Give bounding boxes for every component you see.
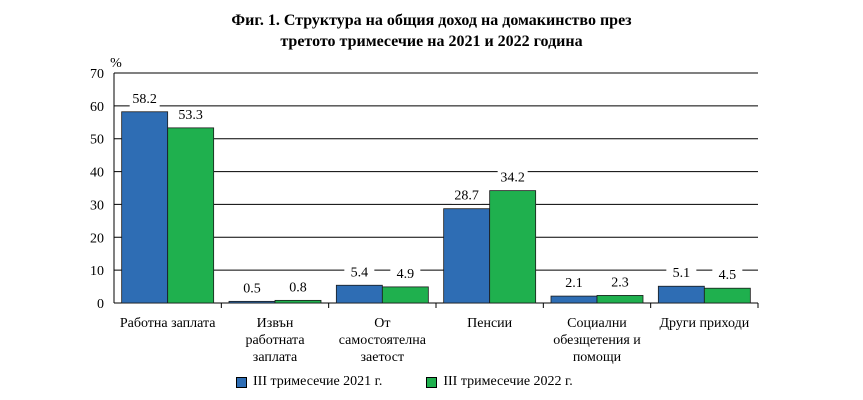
y-tick-label: 70 (90, 67, 104, 82)
legend-label-2022: III тримесечие 2022 г. (443, 374, 573, 389)
bar-2021 (443, 208, 491, 304)
data-label: 2.1 (565, 276, 583, 291)
data-label: 58.2 (132, 92, 157, 107)
y-tick-label: 60 (90, 100, 104, 115)
x-tick-label: самостоятелна (339, 333, 427, 348)
x-tick-label: Работна заплата (120, 316, 216, 331)
data-label: 0.5 (243, 281, 261, 296)
data-label: 0.8 (289, 280, 307, 295)
data-label-background (451, 187, 482, 204)
legend-item-2021: III тримесечие 2021 г. (236, 374, 382, 390)
data-label-background (237, 280, 267, 297)
data-label: 53.3 (178, 108, 203, 123)
bar-2021 (228, 300, 276, 304)
bar-2022 (703, 287, 751, 304)
chart-title-line-1: Фиг. 1. Структура на общия доход на дома… (231, 12, 632, 29)
y-tick-label: 40 (90, 166, 104, 181)
x-tick-label: работната (245, 333, 305, 348)
x-tick-label: Други приходи (659, 316, 749, 331)
data-label-background (712, 267, 743, 284)
x-tick-label: заетост (361, 350, 405, 365)
x-tick-label: Социални (567, 316, 627, 331)
x-tick-label: Извън (257, 316, 294, 331)
data-label: 34.2 (500, 171, 525, 186)
legend-swatch-2022 (426, 376, 438, 388)
data-label-background (283, 279, 313, 296)
x-tick-label: обезщетения и (553, 333, 641, 348)
bar-2022 (381, 286, 429, 304)
data-label: 5.1 (673, 266, 691, 281)
data-label-background (390, 265, 421, 282)
bar-chart: 0 10 20 30 40 50 60 70% 58.2 53.3 Работна заплата 0… (90, 56, 759, 365)
chart-title-line-2: третото тримесечие на 2021 и 2022 година (280, 33, 583, 50)
y-tick-label: 10 (90, 264, 104, 279)
data-label: 4.5 (719, 268, 737, 283)
legend-swatch-2021 (236, 376, 247, 388)
data-label: 5.4 (351, 265, 369, 280)
x-tick-label: заплата (253, 350, 298, 365)
y-tick-label: 0 (97, 297, 104, 312)
legend-item-2022: III тримесечие 2022 г. (426, 374, 573, 390)
bar-2022 (167, 127, 215, 304)
legend-label-2021: III тримесечие 2021 г. (253, 374, 383, 389)
x-tick-label: От (374, 316, 390, 331)
x-tick-label: помощи (573, 350, 622, 365)
data-label-background (666, 265, 697, 282)
data-label: 2.3 (611, 275, 629, 290)
data-label-background (129, 90, 160, 107)
data-label-background (605, 274, 635, 291)
y-tick-label: 50 (90, 133, 104, 148)
data-label-background (559, 275, 589, 292)
y-axis-label: % (110, 56, 122, 71)
bar-2021 (121, 111, 169, 304)
bar-2022 (489, 190, 537, 304)
data-label-background (175, 106, 206, 123)
y-tick-label: 30 (90, 198, 104, 213)
chart-title: Фиг. 1. Структура на общия доход на дома… (0, 10, 863, 52)
bar-2022 (596, 295, 644, 304)
data-label: 4.9 (397, 267, 415, 282)
chart-legend: III тримесечие 2021 г. III тримесечие 20… (236, 374, 573, 390)
bar-2021 (657, 285, 705, 304)
data-label-background (497, 169, 528, 186)
bar-2022 (274, 299, 322, 304)
bar-2021 (550, 295, 598, 304)
bar-2021 (335, 284, 383, 304)
data-label-background (344, 264, 375, 281)
x-tick-label: Пенсии (467, 316, 513, 331)
data-label: 28.7 (454, 189, 479, 204)
y-tick-label: 20 (90, 231, 104, 246)
